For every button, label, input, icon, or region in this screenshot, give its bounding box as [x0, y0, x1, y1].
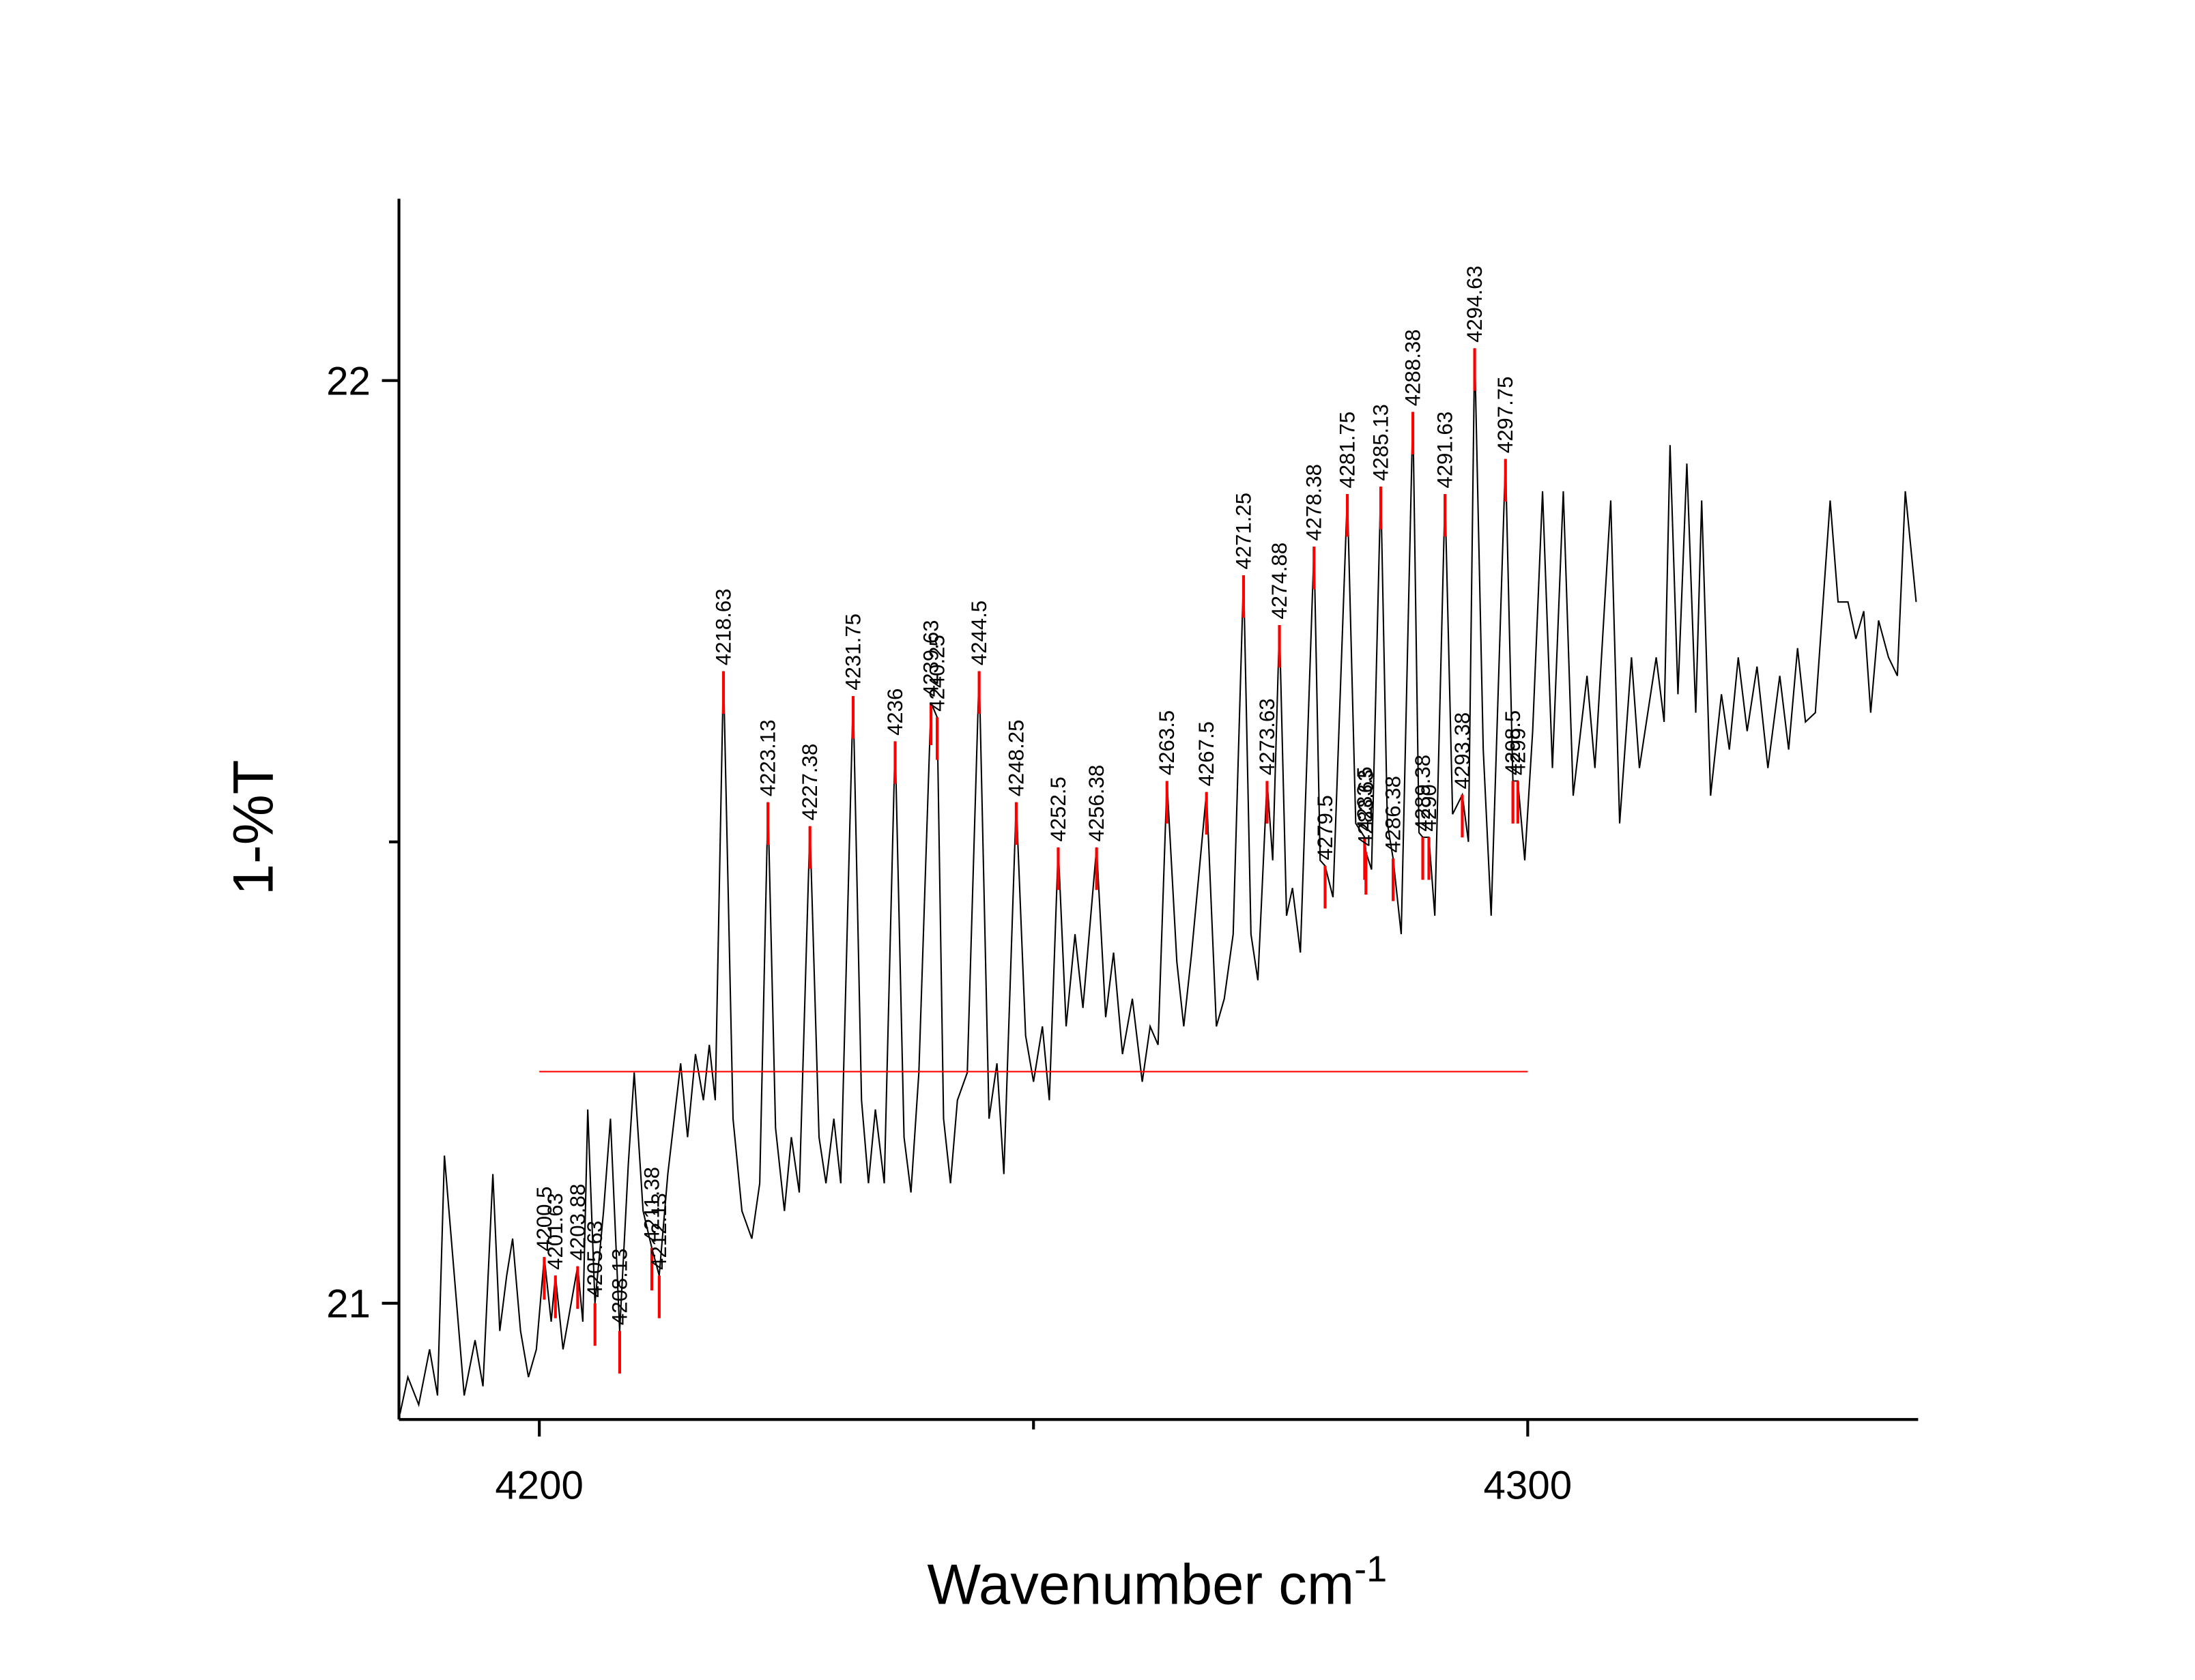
peak-label: 4212.13	[647, 1193, 671, 1270]
peak-label: 4263.5	[1155, 710, 1179, 775]
peak-label: 4271.25	[1231, 493, 1255, 570]
peak-label: 4218.63	[711, 589, 735, 666]
peak-label: 4298.5	[1501, 710, 1525, 775]
peak-label: 4274.88	[1267, 542, 1291, 620]
peak-label: 4256.38	[1085, 765, 1108, 842]
y-axis-title: 1-%T	[221, 759, 285, 895]
peak-label: 4288.38	[1401, 330, 1424, 407]
peak-label: 4231.75	[841, 613, 865, 691]
peak-label: 4203.88	[566, 1184, 590, 1261]
peak-label: 4244.5	[967, 600, 991, 665]
peak-label: 4293.38	[1450, 712, 1474, 790]
x-axis-title-text: Wavenumber cm	[928, 1553, 1355, 1617]
peak-label: 4283.5	[1353, 766, 1377, 831]
x-tick-label: 4300	[1484, 1464, 1573, 1508]
y-tick-label: 21	[326, 1282, 371, 1327]
peak-label: 4286.38	[1381, 776, 1405, 853]
peak-label: 4273.63	[1255, 698, 1279, 775]
peak-label: 4283.63	[1354, 770, 1378, 847]
peak-label: 4281.75	[1335, 411, 1359, 489]
peak-label: 4294.63	[1463, 265, 1487, 343]
peak-label: 4289.38	[1411, 755, 1435, 832]
peak-label: 4278.38	[1302, 464, 1326, 541]
peak-label: 4299	[1506, 728, 1530, 775]
peak-label: 4290	[1417, 784, 1441, 831]
peak-label: 4211.38	[640, 1167, 663, 1242]
x-tick-label: 4200	[495, 1464, 584, 1508]
y-tick-label: 22	[326, 359, 371, 403]
peak-label: 4227.38	[798, 744, 822, 821]
spectrum-line	[399, 348, 1917, 1415]
peak-label: 4205.63	[583, 1221, 607, 1298]
peak-label: 4285.13	[1368, 404, 1392, 481]
peak-label: 4236	[883, 689, 907, 736]
peak-label: 4240.25	[925, 635, 949, 712]
peak-label: 4291.63	[1433, 411, 1457, 489]
peak-label: 4201.63	[543, 1193, 567, 1270]
x-axis-title-sup: -1	[1354, 1548, 1387, 1589]
peak-label: 4223.13	[756, 720, 780, 797]
peak-label: 4267.5	[1194, 721, 1218, 786]
peak-label: 4252.5	[1046, 777, 1070, 841]
peak-label: 4279.5	[1313, 795, 1337, 860]
x-axis-title: Wavenumber cm-1	[928, 1548, 1388, 1616]
peak-label: 4239.63	[919, 620, 943, 697]
peak-label: 4297.75	[1493, 377, 1517, 454]
peak-label: 4208.13	[607, 1248, 631, 1325]
peak-label: 4248.25	[1004, 720, 1028, 797]
peak-label: 4200.5	[532, 1187, 556, 1251]
